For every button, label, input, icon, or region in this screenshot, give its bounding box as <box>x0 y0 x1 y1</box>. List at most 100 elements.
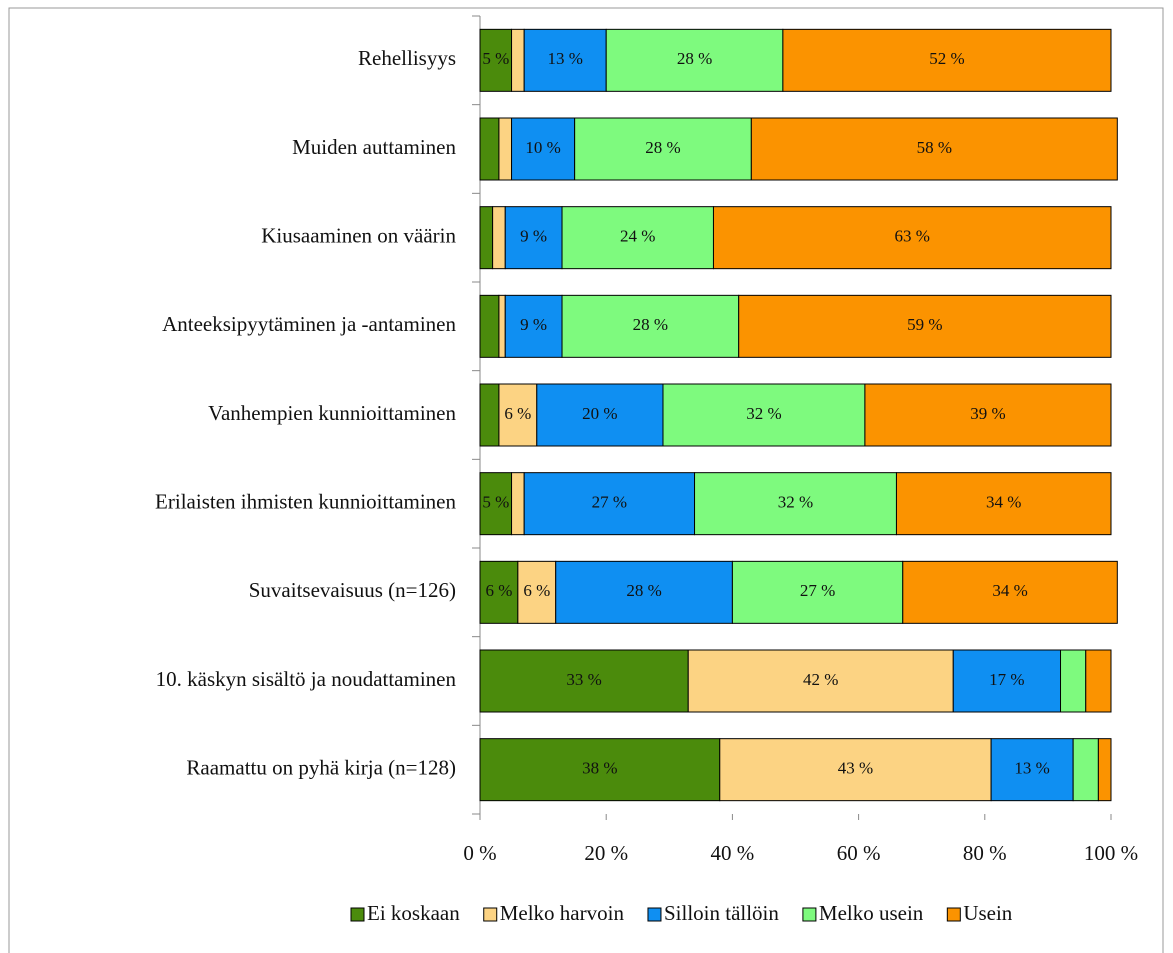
bar-segment <box>782 28 1112 92</box>
x-tick-label: 20 % <box>584 841 628 865</box>
bar-segment <box>536 383 664 447</box>
value-label: 28 % <box>626 581 661 600</box>
bar-segment <box>605 28 784 92</box>
value-label: 34 % <box>986 493 1021 512</box>
value-label: 6 % <box>485 581 512 600</box>
value-label: 5 % <box>482 493 509 512</box>
bar-segment <box>479 560 519 624</box>
value-label: 33 % <box>566 670 601 689</box>
bar-segment <box>511 117 576 181</box>
value-label: 9 % <box>520 227 547 246</box>
bar-segment <box>574 117 752 181</box>
legend-label: Usein <box>963 901 1012 925</box>
bar-segment <box>479 383 500 447</box>
value-label: 6 % <box>523 581 550 600</box>
value-label: 32 % <box>778 493 813 512</box>
bar-segment <box>479 738 721 802</box>
bar-segment <box>687 649 954 713</box>
value-label: 17 % <box>989 670 1024 689</box>
bar-segment <box>864 383 1112 447</box>
value-label: 13 % <box>547 49 582 68</box>
value-label: 24 % <box>620 227 655 246</box>
value-label: 32 % <box>746 404 781 423</box>
value-label: 20 % <box>582 404 617 423</box>
category-label: Vanhempien kunnioittaminen <box>208 401 456 425</box>
value-label: 43 % <box>838 759 873 778</box>
value-label: 5 % <box>482 49 509 68</box>
bar-segment <box>990 738 1074 802</box>
value-label: 63 % <box>895 227 930 246</box>
value-label: 59 % <box>907 315 942 334</box>
value-label: 27 % <box>592 493 627 512</box>
legend-swatch <box>647 907 662 922</box>
x-tick-label: 60 % <box>837 841 881 865</box>
legend-swatch <box>483 907 498 922</box>
value-label: 28 % <box>645 138 680 157</box>
value-label: 34 % <box>992 581 1027 600</box>
value-label: 9 % <box>520 315 547 334</box>
x-tick-label: 0 % <box>463 841 496 865</box>
bar-segment <box>561 294 740 358</box>
category-label: Raamattu on pyhä kirja (n=128) <box>186 755 456 779</box>
value-label: 39 % <box>970 404 1005 423</box>
bar-segment <box>561 206 714 270</box>
bar-segment <box>511 28 525 92</box>
bar-segment <box>504 294 563 358</box>
bar-segment <box>492 206 506 270</box>
legend-swatch <box>946 907 961 922</box>
bar-segment <box>1085 649 1112 713</box>
category-label: Kiusaaminen on väärin <box>261 223 456 247</box>
bar-segment <box>1097 738 1112 802</box>
value-label: 52 % <box>929 49 964 68</box>
value-label: 28 % <box>677 49 712 68</box>
bar-segment <box>1072 738 1099 802</box>
category-label: Muiden auttaminen <box>292 135 456 159</box>
bar-segment <box>555 560 733 624</box>
legend-label: Melko harvoin <box>500 901 625 925</box>
value-label: 58 % <box>917 138 952 157</box>
value-label: 42 % <box>803 670 838 689</box>
bar-segment <box>479 294 500 358</box>
bar-segment <box>712 206 1112 270</box>
bar-segment <box>523 472 696 536</box>
value-label: 28 % <box>633 315 668 334</box>
bar-segment <box>504 206 563 270</box>
bar-segment <box>952 649 1062 713</box>
value-label: 27 % <box>800 581 835 600</box>
x-tick-label: 80 % <box>963 841 1007 865</box>
category-label: Anteeksipyytäminen ja -antaminen <box>162 312 456 336</box>
x-tick-label: 100 % <box>1084 841 1138 865</box>
bar-segment <box>479 117 500 181</box>
bar-segment <box>511 472 525 536</box>
bar-segment <box>498 294 506 358</box>
bar-segment <box>1060 649 1087 713</box>
legend-swatch <box>350 907 365 922</box>
value-label: 6 % <box>504 404 531 423</box>
legend-label: Silloin tällöin <box>664 901 779 925</box>
bar-segment <box>694 472 897 536</box>
bar-segment <box>498 117 513 181</box>
bar-segment <box>498 383 538 447</box>
bar-segment <box>895 472 1112 536</box>
bar-segment <box>731 560 904 624</box>
bar-segment <box>750 117 1118 181</box>
x-tick-label: 40 % <box>711 841 755 865</box>
category-label: 10. käskyn sisältö ja noudattaminen <box>156 667 457 691</box>
bar-segment <box>902 560 1118 624</box>
bar-segment <box>719 738 992 802</box>
bar-segment <box>662 383 866 447</box>
bar-segment <box>738 294 1112 358</box>
bar-segment <box>479 206 494 270</box>
legend-label: Ei koskaan <box>367 901 460 925</box>
category-label: Erilaisten ihmisten kunnioittaminen <box>155 489 456 513</box>
legend-label: Melko usein <box>819 901 924 925</box>
bar-segment <box>517 560 557 624</box>
bar-segment <box>479 649 689 713</box>
category-label: Rehellisyys <box>358 46 456 70</box>
category-label: Suvaitsevaisuus (n=126) <box>249 578 456 602</box>
legend-swatch <box>802 907 817 922</box>
value-label: 10 % <box>525 138 560 157</box>
value-label: 38 % <box>582 759 617 778</box>
value-label: 13 % <box>1014 759 1049 778</box>
